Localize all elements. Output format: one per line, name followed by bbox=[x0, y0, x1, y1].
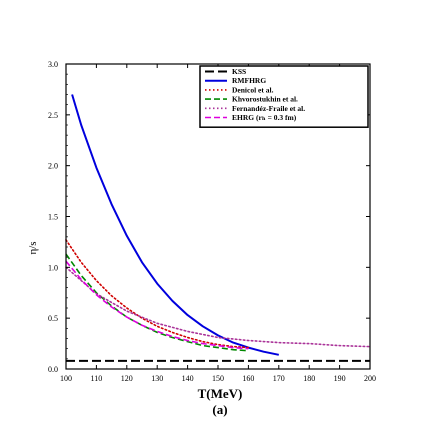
x-tick-label: 190 bbox=[334, 374, 346, 383]
series-line-4 bbox=[65, 253, 249, 352]
x-tick-label: 100 bbox=[60, 374, 72, 383]
panel-label: (a) bbox=[212, 402, 227, 417]
legend-label: Fernandéz-Fraile et al. bbox=[232, 104, 305, 113]
series-group bbox=[65, 94, 371, 362]
x-tick-label: 170 bbox=[273, 374, 285, 383]
x-tick-label: 150 bbox=[212, 374, 224, 383]
x-tick-label: 130 bbox=[151, 374, 163, 383]
y-tick-label: 1.5 bbox=[48, 213, 58, 222]
x-tick-label: 180 bbox=[303, 374, 315, 383]
legend-box bbox=[199, 65, 369, 128]
y-tick-label: 1.0 bbox=[48, 263, 58, 272]
legend-label: RMFHRG bbox=[232, 76, 266, 85]
x-tick-label: 200 bbox=[364, 374, 376, 383]
legend-label: Khvorostukhin et al. bbox=[232, 95, 298, 104]
y-tick-label: 3.0 bbox=[48, 60, 58, 69]
x-tick-label: 140 bbox=[182, 374, 194, 383]
series-line-6 bbox=[65, 260, 249, 350]
x-axis-title: T(MeV) bbox=[198, 386, 243, 401]
y-tick-label: 2.0 bbox=[48, 162, 58, 171]
y-tick-label: 2.5 bbox=[48, 111, 58, 120]
y-axis-title: η/s bbox=[27, 241, 39, 254]
series-line-3 bbox=[65, 239, 250, 349]
y-tick-label: 0.0 bbox=[48, 365, 58, 374]
series-line-2 bbox=[71, 94, 279, 356]
legend-label: EHRG (rₕ = 0.3 fm) bbox=[232, 113, 297, 122]
x-tick-label: 120 bbox=[121, 374, 133, 383]
y-tick-label: 0.5 bbox=[48, 314, 58, 323]
series-line-5 bbox=[65, 266, 371, 348]
legend-label: KSS bbox=[232, 67, 246, 76]
axes: 100 110 120 130 140 150 160 170 180 190 200 0.0 0.5 1… bbox=[48, 60, 376, 383]
x-tick-label: 110 bbox=[91, 374, 103, 383]
legend-label: Denicol et al. bbox=[232, 85, 274, 94]
x-tick-label: 160 bbox=[242, 374, 254, 383]
